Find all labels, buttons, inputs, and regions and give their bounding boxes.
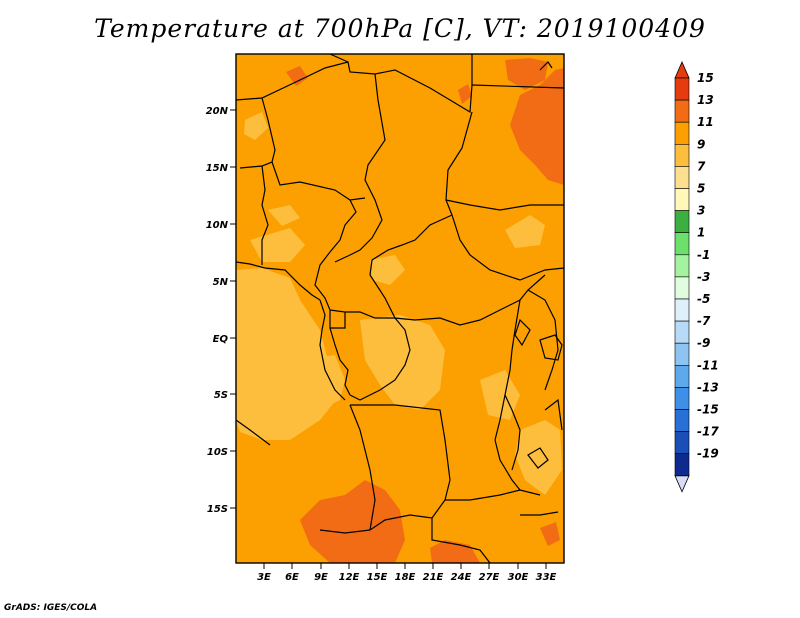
map-frame bbox=[235, 53, 565, 564]
colorbar-swatch bbox=[674, 254, 690, 278]
colorbar-swatch bbox=[674, 364, 690, 388]
lat-label: 10S bbox=[207, 447, 228, 458]
colorbar-label: -17 bbox=[697, 425, 719, 439]
lat-label: EQ bbox=[213, 334, 229, 345]
colorbar-swatch bbox=[674, 298, 690, 322]
colorbar-label: -5 bbox=[697, 292, 710, 306]
lon-label: 33E bbox=[536, 572, 557, 583]
lon-label: 15E bbox=[367, 572, 388, 583]
lon-label: 30E bbox=[508, 572, 529, 583]
colorbar-swatch bbox=[674, 77, 690, 101]
lon-label: 27E bbox=[479, 572, 500, 583]
dark-temperature-regions bbox=[286, 58, 564, 563]
colorbar-swatch bbox=[674, 99, 690, 123]
colorbar-label: 7 bbox=[697, 159, 706, 173]
colorbar-label: 13 bbox=[697, 93, 714, 107]
longitude-labels: 3E 6E 9E 12E 15E 18E 21E 24E 27E 30E 33E bbox=[257, 572, 556, 583]
chart-title: Temperature at 700hPa [C], VT: 201910040… bbox=[94, 14, 706, 43]
colorbar-label: -15 bbox=[697, 403, 719, 417]
colorbar-swatch bbox=[674, 342, 690, 366]
colorbar-swatch bbox=[674, 121, 690, 145]
lon-label: 9E bbox=[314, 572, 328, 583]
colorbar-swatch bbox=[674, 387, 690, 410]
colorbar-label: 1 bbox=[697, 226, 705, 240]
colorbar-swatch bbox=[674, 166, 690, 189]
lon-label: 18E bbox=[395, 572, 416, 583]
colorbar-label: 3 bbox=[697, 204, 705, 218]
lon-label: 6E bbox=[285, 572, 299, 583]
colorbar-label: -1 bbox=[697, 248, 710, 262]
colorbar-swatch bbox=[674, 232, 690, 256]
lat-label: 5N bbox=[213, 277, 229, 288]
colorbar-swatch bbox=[674, 409, 690, 432]
colorbar-swatch bbox=[674, 210, 690, 234]
latitude-labels: 20N 15N 10N 5N EQ 5S 10S 15S bbox=[206, 106, 229, 515]
colorbar-label: -9 bbox=[697, 336, 710, 350]
colorbar-label: 5 bbox=[697, 182, 705, 196]
grads-credit: GrADS: IGES/COLA bbox=[4, 603, 98, 613]
colorbar-label: -13 bbox=[697, 380, 719, 394]
lon-label: 24E bbox=[451, 572, 472, 583]
lat-label: 15S bbox=[207, 504, 228, 515]
colorbar-label: -11 bbox=[697, 358, 719, 372]
lat-label: 20N bbox=[206, 106, 229, 117]
lat-label: 10N bbox=[206, 220, 229, 231]
lon-label: 3E bbox=[257, 572, 271, 583]
colorbar-swatch bbox=[674, 320, 690, 344]
lon-label: 21E bbox=[423, 572, 444, 583]
colorbar-label: 15 bbox=[697, 71, 714, 85]
colorbar-swatch bbox=[674, 188, 690, 211]
colorbar: 15 13 11 9 7 5 3 1 -1 -3 -5 -7 -9 -11 -13 -15 -17 -19 bbox=[674, 61, 719, 493]
light-temperature-regions bbox=[236, 112, 562, 495]
colorbar-label: -3 bbox=[697, 270, 710, 284]
colorbar-label: -7 bbox=[697, 314, 711, 328]
colorbar-label: -19 bbox=[697, 447, 719, 461]
colorbar-label: 11 bbox=[697, 115, 714, 129]
lat-label: 5S bbox=[214, 390, 228, 401]
colorbar-label: 9 bbox=[697, 137, 705, 151]
colorbar-top-arrow bbox=[674, 61, 690, 79]
colorbar-swatch bbox=[674, 144, 690, 167]
latitude-axis bbox=[230, 109, 236, 509]
colorbar-swatch bbox=[674, 276, 690, 300]
country-borders bbox=[235, 53, 565, 564]
colorbar-swatch bbox=[674, 431, 690, 455]
longitude-axis bbox=[263, 563, 547, 569]
lon-label: 12E bbox=[339, 572, 360, 583]
colorbar-swatch bbox=[674, 453, 690, 477]
colorbar-bottom-arrow bbox=[674, 475, 690, 493]
lat-label: 15N bbox=[206, 163, 229, 174]
